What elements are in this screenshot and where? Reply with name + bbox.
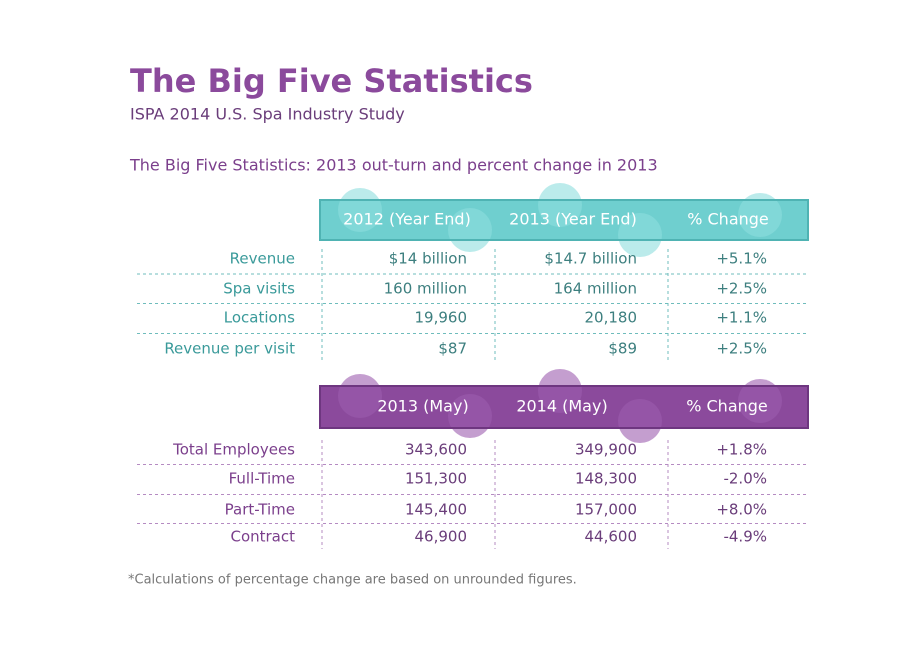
header-pattern	[618, 213, 662, 257]
cell-value: +5.1%	[716, 250, 767, 268]
column-header: % Change	[686, 397, 768, 416]
header-pattern	[538, 369, 582, 413]
row-label: Revenue	[230, 250, 295, 268]
header-pattern	[618, 399, 662, 443]
row-label: Spa visits	[223, 280, 295, 298]
row-label: Full-Time	[229, 470, 295, 488]
cell-value: 164 million	[554, 280, 637, 298]
cell-value: +1.1%	[716, 309, 767, 327]
cell-value: -2.0%	[723, 470, 767, 488]
header-border	[319, 199, 809, 241]
cell-value: 44,600	[585, 528, 638, 546]
footnote: *Calculations of percentage change are b…	[128, 573, 577, 588]
cell-value: +2.5%	[716, 280, 767, 298]
caption: The Big Five Statistics: 2013 out-turn a…	[129, 156, 658, 175]
cell-value: +1.8%	[716, 441, 767, 459]
title: The Big Five Statistics	[130, 62, 533, 100]
header-pattern	[738, 193, 782, 237]
cell-value: 349,900	[575, 441, 637, 459]
column-header: 2014 (May)	[516, 397, 607, 416]
header-border	[319, 385, 809, 429]
cell-value: $87	[438, 340, 467, 358]
column-header: % Change	[687, 210, 769, 229]
cell-value: $14.7 billion	[544, 250, 637, 268]
cell-value: +2.5%	[716, 340, 767, 358]
row-label: Part-Time	[225, 501, 295, 519]
cell-value: +8.0%	[716, 501, 767, 519]
column-header: 2013 (May)	[377, 397, 468, 416]
cell-value: 157,000	[575, 501, 637, 519]
row-label: Locations	[224, 309, 295, 327]
cell-value: -4.9%	[723, 528, 767, 546]
cell-value: 151,300	[405, 470, 467, 488]
header-pattern	[538, 183, 582, 227]
cell-value: 20,180	[585, 309, 638, 327]
header-pattern	[738, 379, 782, 423]
row-label: Total Employees	[172, 441, 295, 459]
cell-value: 160 million	[384, 280, 467, 298]
cell-value: $14 billion	[389, 250, 467, 268]
cell-value: 19,960	[415, 309, 468, 327]
cell-value: 46,900	[415, 528, 468, 546]
row-label: Revenue per visit	[164, 340, 295, 358]
subtitle: ISPA 2014 U.S. Spa Industry Study	[130, 105, 405, 124]
cell-value: 145,400	[405, 501, 467, 519]
cell-value: $89	[608, 340, 637, 358]
cell-value: 343,600	[405, 441, 467, 459]
column-header: 2013 (Year End)	[509, 210, 637, 229]
cell-value: 148,300	[575, 470, 637, 488]
column-header: 2012 (Year End)	[343, 210, 471, 229]
header-pattern	[338, 374, 382, 418]
row-label: Contract	[230, 528, 295, 546]
